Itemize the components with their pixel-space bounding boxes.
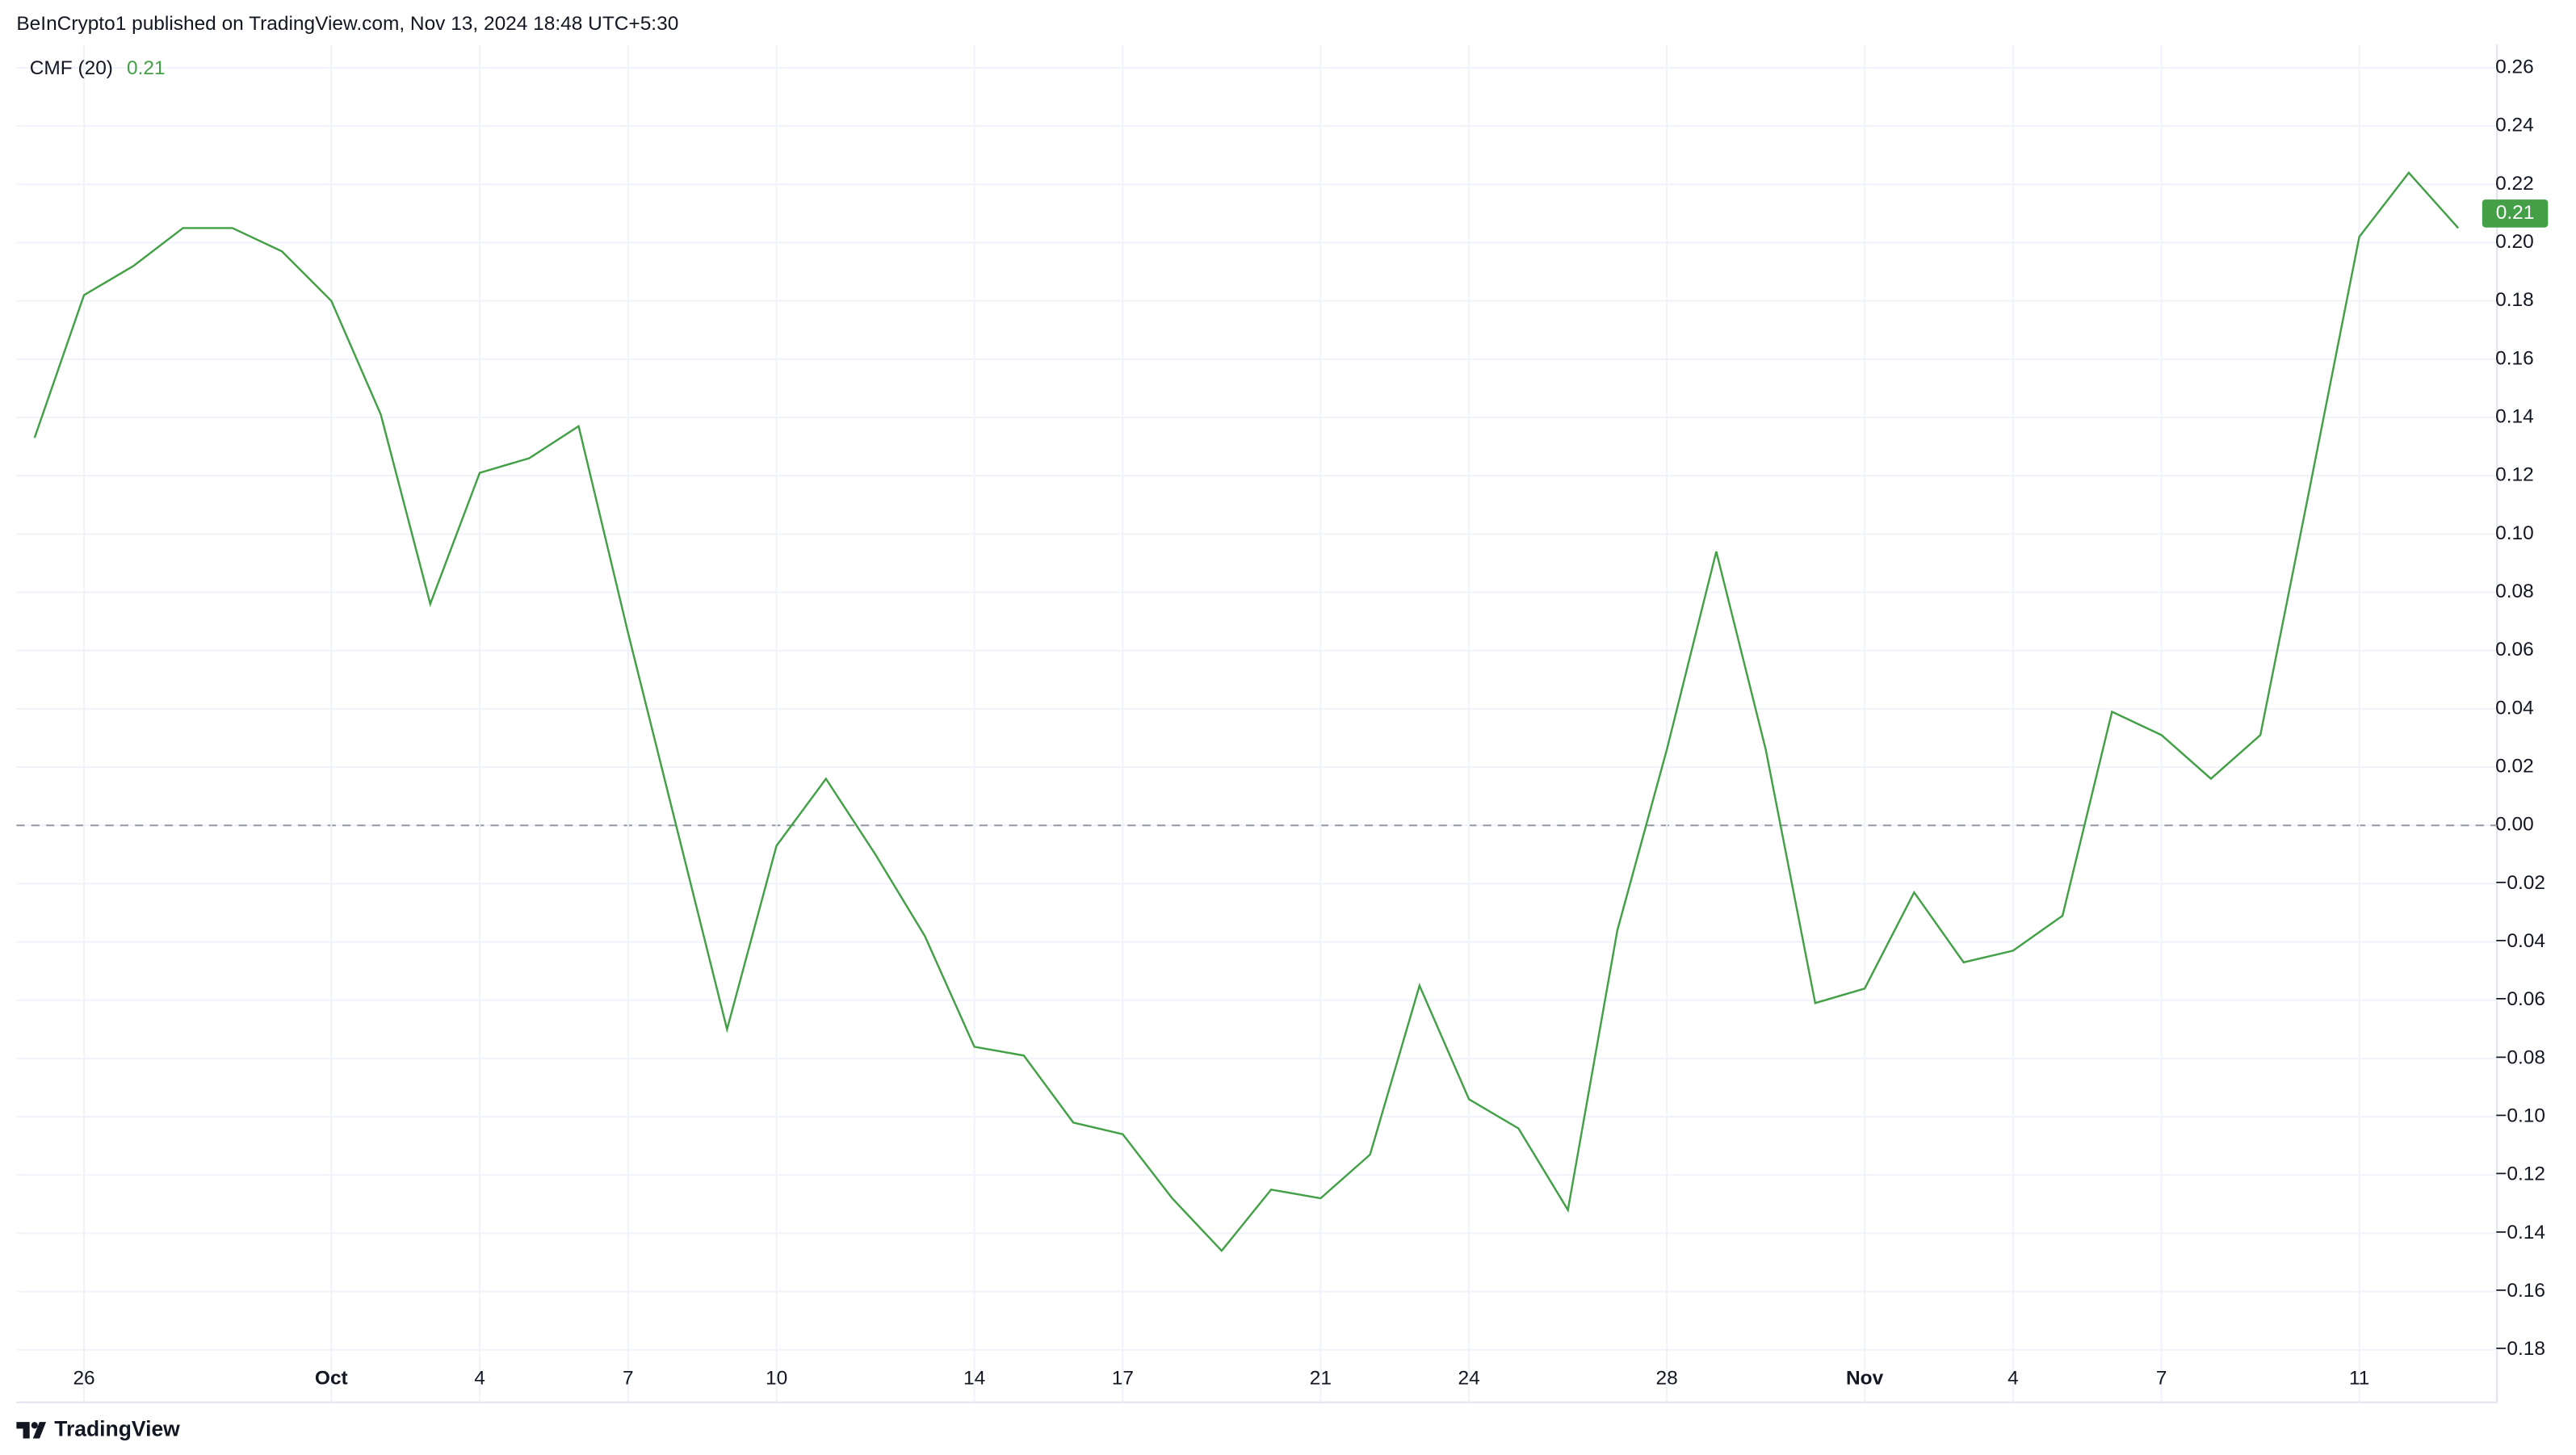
y-tick-label: 0.20 <box>2495 231 2534 253</box>
y-tick-label: 0.18 <box>2495 289 2534 311</box>
y-tick-label: 0.16 <box>2495 347 2534 369</box>
y-tick-label: 0.04 <box>2495 697 2534 719</box>
last-value-badge <box>2482 199 2549 228</box>
x-tick-label: 7 <box>623 1368 634 1390</box>
y-tick-label: −0.04 <box>2495 930 2545 952</box>
y-tick-label: 0.14 <box>2495 405 2534 427</box>
y-tick-label: −0.02 <box>2495 872 2545 894</box>
y-tick-label: −0.12 <box>2495 1164 2545 1185</box>
y-tick-label: 0.06 <box>2495 639 2534 660</box>
x-tick-label: 7 <box>2156 1368 2167 1390</box>
legend-value: 0.21 <box>127 57 166 79</box>
logo-icon <box>16 1422 47 1439</box>
y-tick-label: −0.06 <box>2495 988 2545 1010</box>
x-tick-label: 17 <box>1112 1368 1134 1390</box>
y-tick-label: 0.24 <box>2495 115 2534 136</box>
x-tick-label: 14 <box>963 1368 985 1390</box>
y-tick-label: 0.12 <box>2495 464 2534 486</box>
y-tick-label: 0.00 <box>2495 814 2534 836</box>
x-tick-label: 26 <box>73 1368 94 1390</box>
tradingview-logo: TradingView <box>16 1416 180 1440</box>
x-tick-label: 4 <box>474 1368 485 1390</box>
x-tick-label: 28 <box>1656 1368 1678 1390</box>
x-tick-label: 10 <box>766 1368 787 1390</box>
y-tick-label: −0.14 <box>2495 1222 2545 1243</box>
y-tick-label: 0.02 <box>2495 756 2534 778</box>
header: BeInCrypto1 published on TradingView.com… <box>16 13 678 35</box>
y-tick-label: −0.10 <box>2495 1105 2545 1127</box>
y-tick-label: −0.18 <box>2495 1338 2545 1360</box>
x-tick-label: 11 <box>2349 1368 2369 1390</box>
x-tick-label: 21 <box>1310 1368 1332 1390</box>
x-tick-label: 24 <box>1458 1368 1480 1390</box>
x-tick-label: Nov <box>1846 1368 1884 1390</box>
series-line <box>33 170 2460 1252</box>
y-tick-label: −0.16 <box>2495 1280 2545 1302</box>
x-tick-label: Oct <box>315 1368 348 1390</box>
last-value-label: 0.21 <box>2496 202 2535 224</box>
footer-brand: TradingView <box>54 1416 180 1440</box>
y-tick-label: 0.26 <box>2495 56 2534 78</box>
logo-dot <box>31 1422 38 1429</box>
legend-name: CMF (20) <box>30 57 113 79</box>
y-tick-label: 0.10 <box>2495 522 2534 544</box>
x-tick-label: 4 <box>2008 1368 2019 1390</box>
y-tick-label: 0.08 <box>2495 581 2534 602</box>
y-tick-label: 0.22 <box>2495 173 2534 195</box>
y-tick-label: −0.08 <box>2495 1046 2545 1068</box>
